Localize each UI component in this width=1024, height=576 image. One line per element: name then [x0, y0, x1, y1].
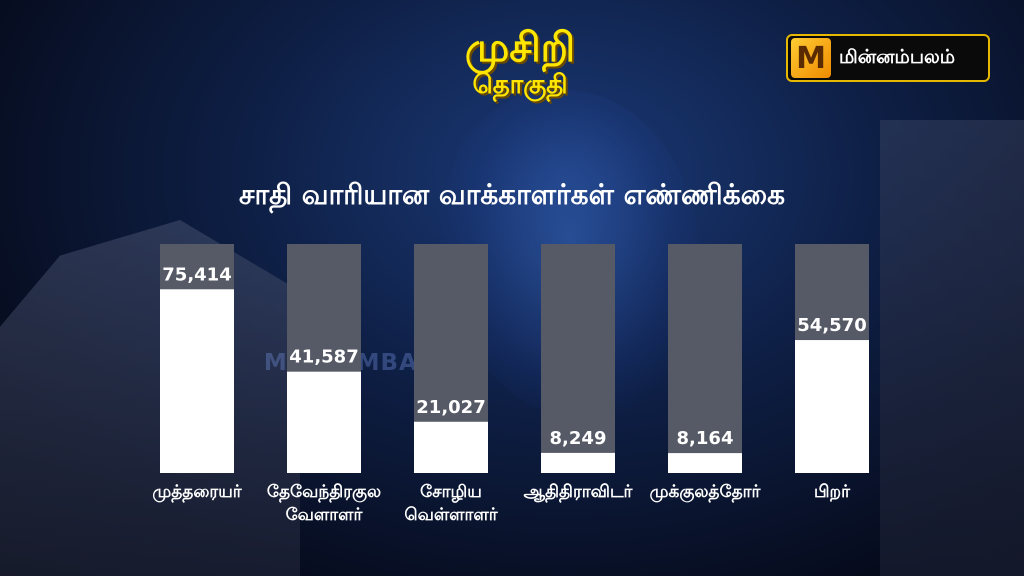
category-label-line: வெள்ளாளர்: [404, 505, 498, 525]
bar: [668, 453, 742, 473]
category-label-line: பிறர்: [814, 482, 850, 502]
bar-value-label: 21,027: [416, 397, 485, 418]
bar-value-label: 75,414: [162, 264, 231, 285]
title-block: முசிறி தொகுதி: [400, 26, 640, 100]
bar-value-label: 8,249: [550, 428, 607, 449]
bar: [160, 289, 234, 473]
bar-value-label: 41,587: [289, 347, 358, 368]
bar-value-label: 8,164: [677, 428, 734, 449]
bar: [287, 371, 361, 473]
bar: [541, 452, 615, 473]
category-label: தேவேந்திரகுல வேளாளர்: [249, 481, 399, 527]
background-building-left: [0, 220, 300, 576]
category-label-line: தேவேந்திரகுல: [266, 482, 382, 502]
bar: [795, 340, 869, 473]
constituency-title: முசிறி: [464, 25, 576, 71]
logo-text: மின்னம்பலம்: [839, 45, 956, 68]
bar-track: [668, 244, 742, 473]
chart-title: சாதி வாரியான வாக்காளர்கள் எண்ணிக்கை: [238, 178, 786, 211]
bar-value-label: 54,570: [797, 315, 866, 336]
category-label: பிறர்: [757, 481, 907, 504]
category-label: ஆதிதிராவிடர்: [503, 481, 653, 504]
category-label: முக்குலத்தோர்: [630, 481, 780, 504]
bar: [414, 421, 488, 473]
category-label: முத்தரையர்: [122, 481, 272, 504]
category-label-line: சோழிய: [420, 482, 482, 502]
logo-mark-icon: M: [791, 38, 831, 78]
category-label-line: ஆதிதிராவிடர்: [523, 482, 633, 502]
category-label: சோழிய வெள்ளாளர்: [376, 481, 526, 527]
bar-track: [541, 244, 615, 473]
constituency-subtitle: தொகுதி: [472, 70, 568, 100]
category-label-line: முக்குலத்தோர்: [649, 482, 761, 502]
brand-logo: M மின்னம்பலம்: [786, 34, 990, 82]
category-label-line: வேளாளர்: [285, 505, 363, 525]
background-building-right: [880, 120, 1024, 576]
category-label-line: முத்தரையர்: [152, 482, 242, 502]
